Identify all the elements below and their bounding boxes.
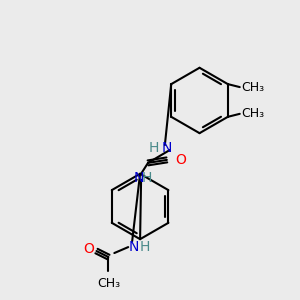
Text: O: O	[83, 242, 94, 256]
Text: N: N	[133, 171, 143, 185]
Text: N: N	[128, 240, 139, 254]
Text: CH₃: CH₃	[242, 81, 265, 94]
Text: H: H	[149, 141, 159, 155]
Text: CH₃: CH₃	[97, 277, 120, 290]
Text: CH₃: CH₃	[242, 107, 265, 120]
Text: O: O	[175, 153, 186, 167]
Text: N: N	[162, 141, 172, 155]
Text: H: H	[142, 171, 152, 185]
Text: H: H	[140, 240, 150, 254]
